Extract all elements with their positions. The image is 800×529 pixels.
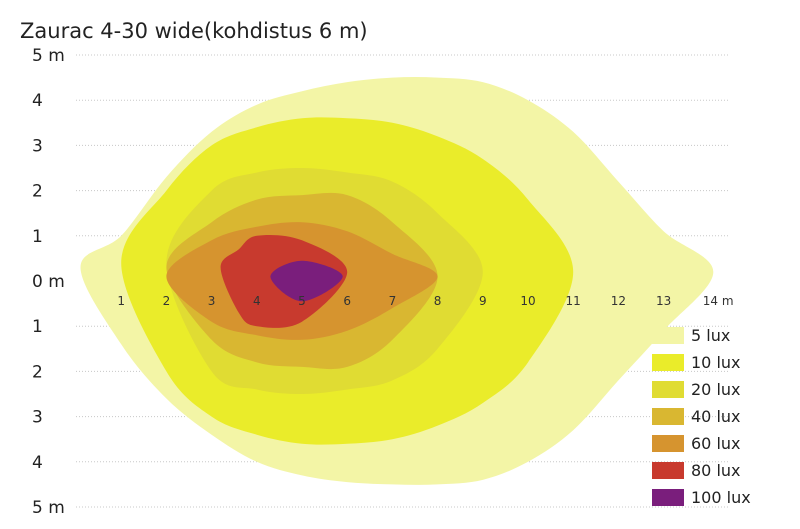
legend-label: 10 lux xyxy=(691,353,741,372)
legend-swatch xyxy=(652,354,684,371)
y-tick-label: 1 xyxy=(32,317,43,337)
x-tick-label: 14 m xyxy=(703,294,734,308)
legend-label: 5 lux xyxy=(691,326,730,345)
legend: 5 lux 10 lux 20 lux 40 lux 60 lux 80 lux 100 l… xyxy=(652,326,751,507)
x-tick-label: 11 xyxy=(566,294,581,308)
x-tick-label: 8 xyxy=(434,294,442,308)
legend-label: 60 lux xyxy=(691,434,741,453)
x-tick-label: 1 xyxy=(117,294,125,308)
x-tick-label: 2 xyxy=(163,294,171,308)
x-tick-label: 7 xyxy=(389,294,397,308)
y-tick-label: 3 xyxy=(32,408,43,428)
isolux-area xyxy=(270,260,343,302)
y-tick-label: 2 xyxy=(32,182,43,202)
legend-swatch xyxy=(652,327,684,344)
y-tick-label: 0 m xyxy=(32,272,65,292)
y-tick-label: 3 xyxy=(32,136,43,156)
legend-label: 20 lux xyxy=(691,380,741,399)
x-axis-labels: 1 2 3 4 5 6 7 8 9 10 11 12 13 14 m xyxy=(117,294,733,308)
legend-label: 100 lux xyxy=(691,488,751,507)
y-tick-label: 4 xyxy=(32,91,43,111)
y-tick-label: 2 xyxy=(32,362,43,382)
legend-label: 80 lux xyxy=(691,461,741,480)
x-tick-label: 5 xyxy=(298,294,306,308)
legend-swatch xyxy=(652,435,684,452)
x-tick-label: 3 xyxy=(208,294,216,308)
legend-swatch xyxy=(652,462,684,479)
x-tick-label: 13 xyxy=(656,294,671,308)
legend-swatch xyxy=(652,408,684,425)
x-tick-label: 4 xyxy=(253,294,261,308)
x-tick-label: 10 xyxy=(520,294,535,308)
legend-swatch xyxy=(652,489,684,506)
legend-swatch xyxy=(652,381,684,398)
chart-title: Zaurac 4-30 wide(kohdistus 6 m) xyxy=(20,19,368,43)
isolux-areas xyxy=(80,77,714,485)
x-tick-label: 12 xyxy=(611,294,626,308)
y-tick-label: 1 xyxy=(32,227,43,247)
legend-label: 40 lux xyxy=(691,407,741,426)
x-tick-label: 9 xyxy=(479,294,487,308)
y-axis-labels: 5 m 4 3 2 1 0 m 1 2 3 4 5 m xyxy=(32,46,65,518)
x-tick-label: 6 xyxy=(343,294,351,308)
y-tick-label: 5 m xyxy=(32,46,65,66)
y-tick-label: 4 xyxy=(32,453,43,473)
y-tick-label: 5 m xyxy=(32,498,65,518)
